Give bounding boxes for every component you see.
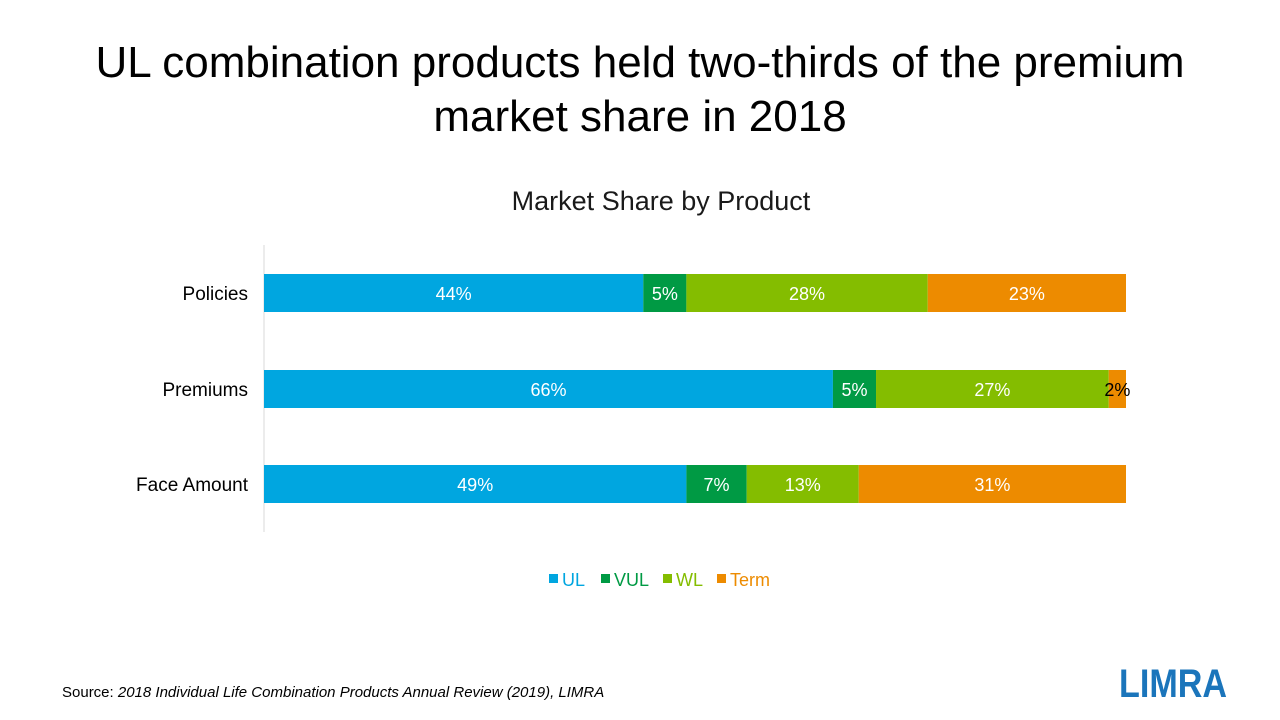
bar-ul-policies [264,274,644,312]
category-label: Premiums [162,380,248,401]
legend-label-term: Term [730,570,770,590]
data-label-ul: 44% [436,284,472,304]
data-label-ul: 49% [457,475,493,495]
category-label: Policies [183,284,248,305]
data-label-ul: 66% [530,380,566,400]
bar-vul-face-amount [686,465,747,503]
data-label-vul: 7% [704,475,730,495]
slide-title: UL combination products held two-thirds … [20,36,1260,144]
data-label-term: 23% [1009,284,1045,304]
data-label-wl: 13% [785,475,821,495]
limra-logo: LIMRA [1119,662,1227,703]
bar-ul-premiums [264,370,833,408]
chart-legend: UL VUL WL Term [549,570,770,590]
bar-segments: 44% 5% 28% 23% 66% 5% 27% 2% 49% 7% 13% 31% [264,274,1130,503]
legend-swatch-vul [601,574,610,583]
bar-wl-premiums [876,370,1109,408]
data-label-wl: 27% [974,380,1010,400]
bar-term-policies [927,274,1126,312]
data-label-vul: 5% [652,284,678,304]
slide-title-line-2: market share in 2018 [433,92,847,141]
slide-title-line-1: UL combination products held two-thirds … [95,38,1185,87]
bar-vul-premiums [832,370,877,408]
data-label-term: 31% [974,475,1010,495]
legend-swatch-term [717,574,726,583]
legend-swatch-wl [663,574,672,583]
data-label-wl: 28% [789,284,825,304]
chart-title: Market Share by Product [512,186,811,216]
legend-label-ul: UL [562,570,585,590]
data-label-term: 2% [1104,380,1130,400]
source-label: Source: [62,684,114,701]
category-labels: Policies Premiums Face Amount [136,284,249,496]
category-label: Face Amount [136,475,249,496]
bar-term-face-amount [858,465,1126,503]
legend-label-wl: WL [676,570,703,590]
data-label-vul: 5% [841,380,867,400]
bar-wl-face-amount [746,465,859,503]
bar-wl-policies [686,274,928,312]
bar-term-premiums [1108,370,1126,408]
bar-vul-policies [643,274,687,312]
bar-ul-face-amount [264,465,687,503]
legend-label-vul: VUL [614,570,649,590]
limra-logo-text: LIMRA [1119,662,1227,703]
legend-swatch-ul [549,574,558,583]
source-citation: 2018 Individual Life Combination Product… [117,684,605,701]
source-note: Source: 2018 Individual Life Combination… [62,684,604,701]
